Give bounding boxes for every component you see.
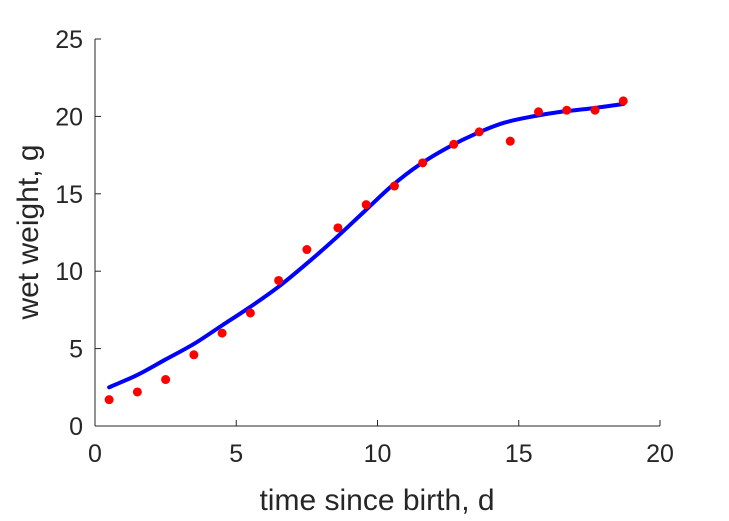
data-point <box>245 308 255 318</box>
x-tick-label: 0 <box>88 440 102 468</box>
data-point <box>104 395 114 405</box>
fit-line <box>107 102 626 390</box>
data-point <box>302 245 312 255</box>
data-point <box>590 105 600 115</box>
data-point <box>161 375 171 385</box>
data-point <box>361 200 371 210</box>
data-point <box>474 127 484 137</box>
data-point <box>618 96 628 106</box>
data-point <box>132 387 142 397</box>
x-tick-label: 20 <box>646 440 674 468</box>
data-point <box>274 275 284 285</box>
y-tick-label: 0 <box>69 413 83 441</box>
y-tick-label: 25 <box>55 26 83 54</box>
x-tick-label: 10 <box>364 440 392 468</box>
data-point <box>189 350 199 360</box>
data-point <box>389 181 399 191</box>
y-tick-label: 10 <box>55 258 83 286</box>
x-tick-label: 5 <box>229 440 243 468</box>
x-axis-label: time since birth, d <box>259 484 494 517</box>
y-axis-label: wet weight, g <box>12 144 45 320</box>
data-point <box>562 105 572 115</box>
x-ticks: 0 5 10 15 20 <box>88 420 674 468</box>
y-ticks: 0 5 10 15 20 25 <box>55 26 101 441</box>
x-tick-label: 15 <box>505 440 533 468</box>
data-point <box>217 328 227 338</box>
data-point <box>534 107 544 117</box>
data-point <box>333 223 343 233</box>
axes <box>94 39 660 427</box>
y-tick-label: 5 <box>69 336 83 364</box>
plot-area <box>104 96 628 405</box>
data-point <box>418 158 428 168</box>
y-tick-label: 15 <box>55 181 83 209</box>
data-point <box>505 136 515 146</box>
data-point <box>449 139 459 149</box>
y-tick-label: 20 <box>55 103 83 131</box>
